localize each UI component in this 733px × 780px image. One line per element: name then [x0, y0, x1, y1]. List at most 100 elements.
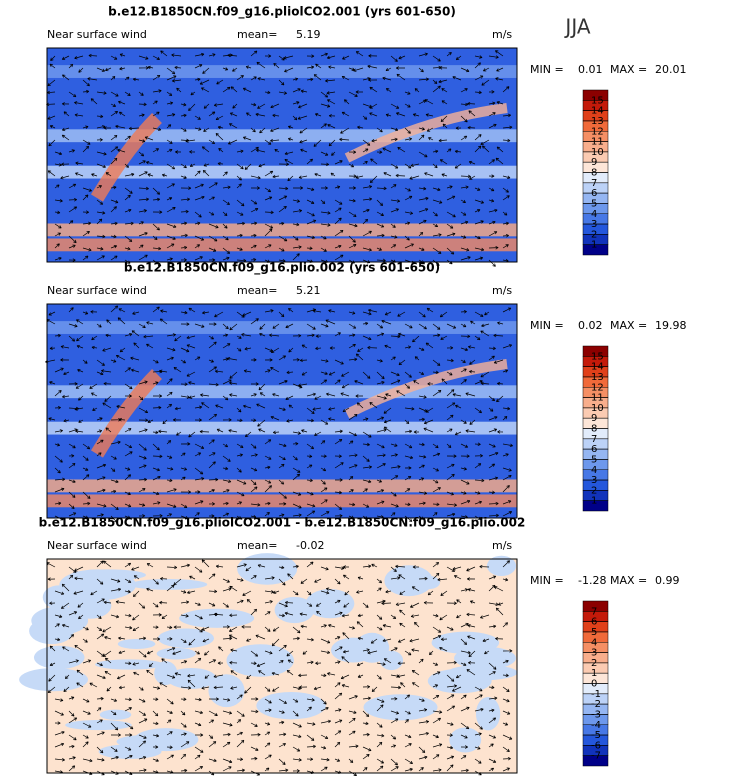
wind-arrow	[208, 461, 216, 469]
wind-arrow	[213, 674, 224, 679]
wind-arrow	[104, 636, 112, 640]
wind-arrow	[186, 371, 196, 377]
wind-arrow	[194, 467, 204, 475]
wind-arrow	[96, 417, 103, 421]
wind-arrow	[418, 208, 429, 213]
wind-arrow	[320, 746, 327, 750]
wind-arrow	[222, 443, 229, 448]
wind-arrow	[404, 466, 412, 470]
wind-arrow	[306, 698, 315, 702]
wind-arrow	[390, 199, 401, 203]
wind-arrow	[152, 246, 162, 251]
wind-arrow	[398, 574, 406, 580]
wind-arrow	[446, 148, 452, 153]
wind-arrow	[106, 319, 112, 325]
wind-arrow	[171, 53, 182, 57]
wind-arrow	[96, 151, 107, 156]
wind-arrow	[190, 91, 196, 96]
wind-arrow	[334, 454, 342, 458]
wind-arrow	[488, 112, 496, 117]
map	[19, 553, 518, 777]
wind-arrow	[418, 464, 425, 469]
wind-arrow	[439, 159, 448, 165]
wind-arrow	[428, 137, 434, 141]
wind-arrow	[292, 686, 301, 691]
wind-arrow	[460, 334, 471, 339]
wind-arrow	[314, 172, 322, 177]
wind-arrow	[54, 390, 62, 397]
wind-arrow	[124, 428, 132, 433]
wind-arrow	[376, 614, 383, 620]
wind-arrow	[200, 393, 210, 397]
wind-arrow	[222, 489, 230, 493]
wind-arrow	[194, 170, 201, 177]
wind-arrow	[124, 208, 132, 213]
wind-arrow	[320, 186, 328, 190]
wind-arrow	[188, 103, 196, 112]
wind-arrow	[328, 65, 336, 69]
wind-arrow	[54, 210, 61, 215]
wind-arrow	[96, 633, 105, 640]
wind-arrow	[474, 694, 483, 700]
wind-arrow	[306, 77, 314, 82]
wind-arrow	[194, 452, 202, 457]
wind-arrow	[502, 511, 513, 517]
wind-arrow	[161, 614, 168, 620]
wind-arrow	[502, 86, 510, 93]
wind-arrow	[334, 646, 343, 652]
wind-arrow	[292, 636, 300, 641]
wind-arrow	[474, 380, 483, 385]
wind-arrow	[230, 670, 238, 676]
wind-arrow	[250, 418, 257, 422]
wind-arrow	[355, 51, 364, 57]
wind-arrow	[278, 644, 287, 652]
wind-arrow	[272, 626, 280, 632]
wind-arrow	[446, 371, 453, 376]
wind-arrow	[68, 574, 74, 580]
wind-arrow	[404, 455, 414, 460]
wind-arrow	[340, 674, 350, 680]
wind-arrow	[502, 622, 509, 628]
wind-arrow	[49, 381, 56, 385]
map-patch	[166, 667, 217, 689]
wind-arrow	[180, 359, 187, 364]
wind-arrow	[460, 694, 467, 700]
wind-arrow	[390, 334, 401, 339]
colorbar-label: 10	[591, 147, 604, 158]
wind-arrow	[152, 454, 163, 459]
wind-arrow	[278, 91, 287, 95]
wind-arrow	[242, 590, 252, 596]
wind-arrow	[355, 90, 364, 94]
wind-arrow	[82, 474, 90, 481]
wind-arrow	[152, 491, 160, 496]
wind-arrow	[298, 673, 308, 678]
wind-arrow	[404, 243, 414, 249]
wind-arrow	[228, 429, 238, 433]
wind-arrow	[316, 610, 322, 616]
wind-arrow	[270, 138, 280, 143]
wind-arrow	[138, 91, 144, 96]
wind-arrow	[68, 710, 75, 717]
wind-arrow	[236, 453, 243, 457]
map-patch	[129, 578, 208, 590]
wind-arrow	[468, 661, 476, 665]
wind-arrow	[106, 686, 112, 692]
wind-arrow	[348, 311, 356, 315]
wind-arrow	[264, 511, 270, 517]
wind-arrow	[250, 127, 256, 133]
wind-arrow	[54, 151, 63, 156]
wind-arrow	[202, 638, 210, 643]
wind-arrow	[413, 430, 420, 434]
wind-arrow	[356, 402, 364, 409]
wind-arrow	[404, 407, 415, 411]
wind-arrow	[180, 452, 186, 457]
wind-arrow	[208, 196, 215, 201]
wind-arrow	[166, 243, 175, 249]
map-patch	[274, 596, 315, 624]
colorbar-label: 2	[591, 485, 597, 496]
wind-arrow	[246, 674, 252, 680]
wind-arrow	[166, 347, 176, 352]
wind-arrow	[216, 79, 224, 85]
wind-arrow	[241, 625, 252, 629]
wind-arrow	[390, 371, 400, 377]
